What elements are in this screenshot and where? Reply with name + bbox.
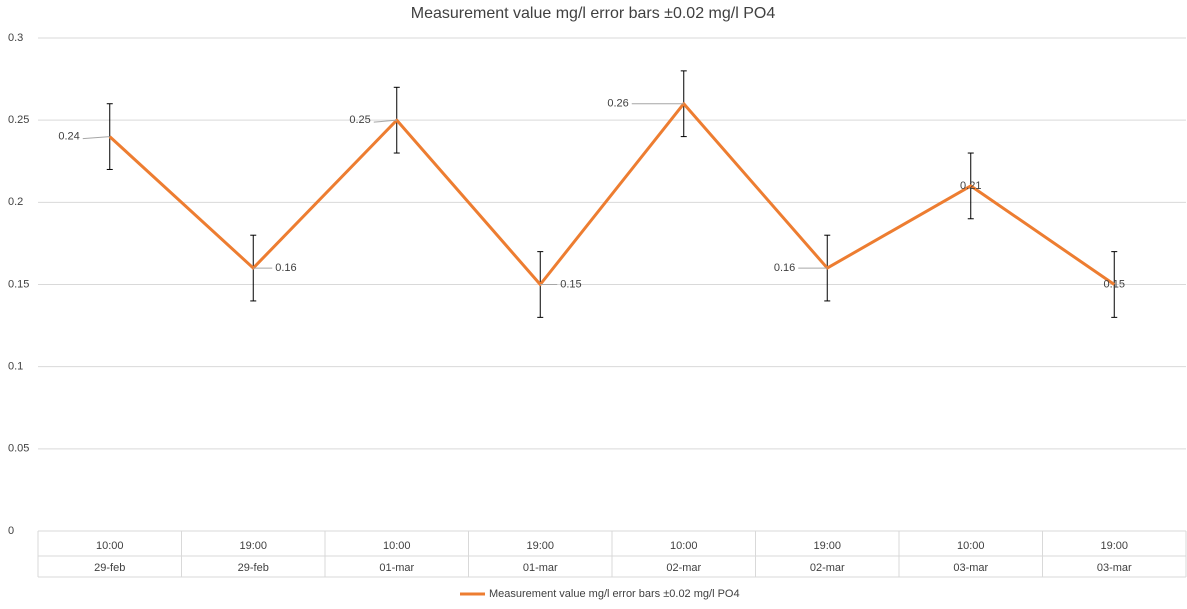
legend-label: Measurement value mg/l error bars ±0.02 … [489, 588, 740, 600]
leader-line [373, 119, 397, 123]
x-tick-label: 19:00 [239, 540, 267, 552]
chart-title: Measurement value mg/l error bars ±0.02 … [411, 5, 776, 22]
data-label: 0.16 [774, 262, 795, 274]
x-group-label: 03-mar [1097, 562, 1132, 574]
x-group-label: 02-mar [666, 562, 701, 574]
x-group-label: 01-mar [379, 562, 414, 574]
y-tick-label: 0.15 [8, 278, 29, 290]
x-tick-label: 10:00 [383, 540, 411, 552]
leader-line [82, 136, 110, 140]
data-label: 0.15 [560, 278, 581, 290]
error-bar [106, 103, 113, 170]
x-tick-label: 19:00 [526, 540, 554, 552]
x-group-label: 02-mar [810, 562, 845, 574]
x-group-label: 29-feb [94, 562, 125, 574]
x-group-label: 29-feb [238, 562, 269, 574]
data-label: 0.25 [349, 114, 370, 126]
y-tick-label: 0.05 [8, 443, 29, 455]
y-tick-label: 0.1 [8, 361, 23, 373]
data-label: 0.15 [1104, 278, 1125, 290]
data-label: 0.24 [58, 131, 79, 143]
line [108, 102, 1116, 286]
x-group-label: 01-mar [523, 562, 558, 574]
data-label: 0.16 [275, 262, 296, 274]
y-tick-label: 0 [8, 525, 14, 537]
y-tick-label: 0.25 [8, 114, 29, 126]
x-tick-label: 10:00 [96, 540, 124, 552]
x-tick-label: 10:00 [957, 540, 985, 552]
x-tick-label: 19:00 [813, 540, 841, 552]
data-label: 0.21 [960, 180, 981, 192]
data-label: 0.26 [607, 98, 628, 110]
x-tick-label: 19:00 [1100, 540, 1128, 552]
x-group-label: 03-mar [953, 562, 988, 574]
x-tick-label: 10:00 [670, 540, 698, 552]
y-tick-label: 0.3 [8, 32, 23, 44]
y-tick-label: 0.2 [8, 196, 23, 208]
